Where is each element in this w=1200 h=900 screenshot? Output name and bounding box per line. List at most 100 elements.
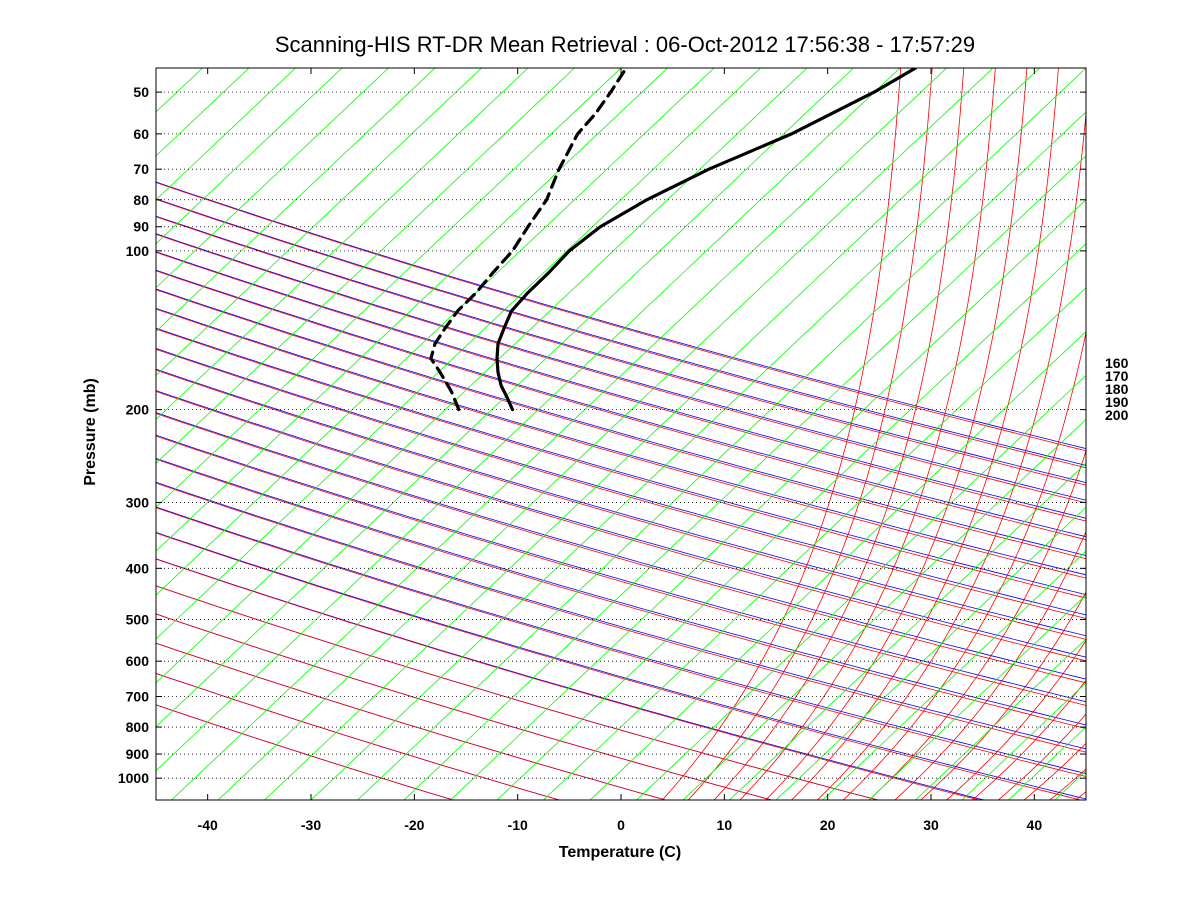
mixing-ratio-line <box>682 418 1086 800</box>
mixing-ratio-line <box>156 68 483 377</box>
dry-adiabat <box>156 368 1086 637</box>
moist-adiabat <box>1094 41 1200 806</box>
dry-adiabat <box>156 215 1086 484</box>
x-tick-label: -20 <box>404 817 424 833</box>
moist-adiabat <box>156 328 1086 599</box>
moist-adiabat <box>894 530 1086 800</box>
right-label: 190 <box>1105 394 1129 410</box>
mixing-ratio-line <box>449 199 1086 800</box>
dry-adiabat <box>156 347 1086 616</box>
right-label: 180 <box>1105 381 1129 397</box>
mixing-ratio-line <box>728 462 1086 800</box>
mixing-ratio-line <box>589 330 1086 800</box>
moist-adiabat <box>842 330 1086 800</box>
moist-adiabat <box>156 585 880 800</box>
dry-adiabat <box>156 434 1086 703</box>
x-tick-label: -30 <box>301 817 321 833</box>
mixing-ratio-line <box>156 68 622 508</box>
x-axis-label: Temperature (C) <box>559 844 681 861</box>
y-tick-label: 200 <box>126 402 150 418</box>
sounding-profiles <box>429 68 918 412</box>
y-tick-label: 300 <box>126 494 150 510</box>
mixing-ratio-line <box>775 506 1086 800</box>
moist-adiabat <box>156 642 667 800</box>
dry-adiabat <box>156 288 1086 556</box>
moist-adiabat <box>1075 791 1086 800</box>
y-tick-label: 60 <box>133 126 149 142</box>
dry-adiabat <box>156 233 1086 501</box>
y-tick-label: 100 <box>126 243 150 259</box>
x-tick-label: 30 <box>923 817 939 833</box>
dry-adiabat <box>156 532 1086 800</box>
y-tick-label: 600 <box>126 653 150 669</box>
moist-adiabat <box>156 507 1086 777</box>
moist-adiabat <box>156 369 1086 640</box>
dry-adiabat <box>156 390 1086 658</box>
y-tick-label: 800 <box>126 719 150 735</box>
dry-adiabat <box>156 481 1086 750</box>
moist-adiabat <box>713 68 965 800</box>
mixing-ratio-line <box>635 374 1086 800</box>
moist-adiabat <box>920 591 1086 800</box>
y-axis-ticks: 50 60 70 80 90 100 200 300 400 500 600 700 800 900 100… <box>118 84 1086 786</box>
moist-adiabat <box>868 449 1086 800</box>
y-tick-label: 90 <box>133 219 149 235</box>
y-axis-label: Pressure (mb) <box>82 378 99 486</box>
thermodynamic-background-lines <box>156 41 1200 806</box>
chart-title: Scanning-HIS RT-DR Mean Retrieval : 06-O… <box>275 32 975 57</box>
x-tick-label: 20 <box>820 817 836 833</box>
y-tick-label: 500 <box>126 611 150 627</box>
dry-adiabat <box>156 269 1086 538</box>
moist-adiabat <box>156 270 1086 541</box>
x-tick-label: -10 <box>508 817 528 833</box>
moist-adiabat <box>156 413 1086 684</box>
moist-adiabat <box>156 435 1086 706</box>
moist-adiabat <box>661 68 902 800</box>
moist-adiabat <box>156 532 1083 800</box>
y-tick-label: 50 <box>133 84 149 100</box>
dry-adiabat <box>156 198 1086 466</box>
moist-adiabat <box>156 391 1086 662</box>
mixing-ratio-line <box>156 68 343 245</box>
moist-adiabat <box>156 348 1086 619</box>
mixing-ratio-line <box>170 68 948 800</box>
x-axis-ticks: -40 -30 -20 -10 0 10 20 30 40 <box>198 68 1043 833</box>
mixing-ratio-line <box>156 68 762 640</box>
y-tick-label: 700 <box>126 688 150 704</box>
x-tick-label: -40 <box>198 817 218 833</box>
moist-adiabat <box>687 68 933 800</box>
mixing-ratio-line <box>156 68 715 596</box>
right-label: 200 <box>1105 407 1129 423</box>
mixing-ratio-line <box>156 68 576 464</box>
moist-adiabat <box>156 233 1086 504</box>
mixing-ratio-line <box>821 550 1086 800</box>
mixing-ratio-line <box>156 68 390 289</box>
x-tick-label: 40 <box>1027 817 1043 833</box>
moist-adiabat <box>156 308 1086 579</box>
moist-adiabat <box>156 182 1086 452</box>
mixing-ratio-line <box>310 68 1086 800</box>
y-tick-label: 70 <box>133 161 149 177</box>
moist-adiabat <box>790 68 1059 800</box>
dry-adiabat <box>156 251 1086 519</box>
moist-adiabat <box>156 482 1086 753</box>
moist-adiabat <box>945 639 1086 800</box>
dry-adiabat <box>156 558 986 800</box>
moist-adiabat <box>156 251 1086 522</box>
moist-adiabat <box>156 289 1086 560</box>
dry-adiabat <box>156 457 1086 726</box>
moist-adiabat <box>156 613 774 800</box>
dry-adiabat <box>156 307 1086 576</box>
moist-adiabat <box>156 458 1086 729</box>
mixing-ratio-line <box>542 287 1086 800</box>
dry-adiabat <box>156 181 1086 449</box>
y-tick-label: 1000 <box>118 770 149 786</box>
y-tick-label: 400 <box>126 560 150 576</box>
x-tick-label: 10 <box>717 817 733 833</box>
x-tick-label: 0 <box>617 817 625 833</box>
moist-adiabat <box>156 673 561 800</box>
moist-adiabat <box>156 198 1086 469</box>
mixing-ratio-line <box>156 68 529 420</box>
